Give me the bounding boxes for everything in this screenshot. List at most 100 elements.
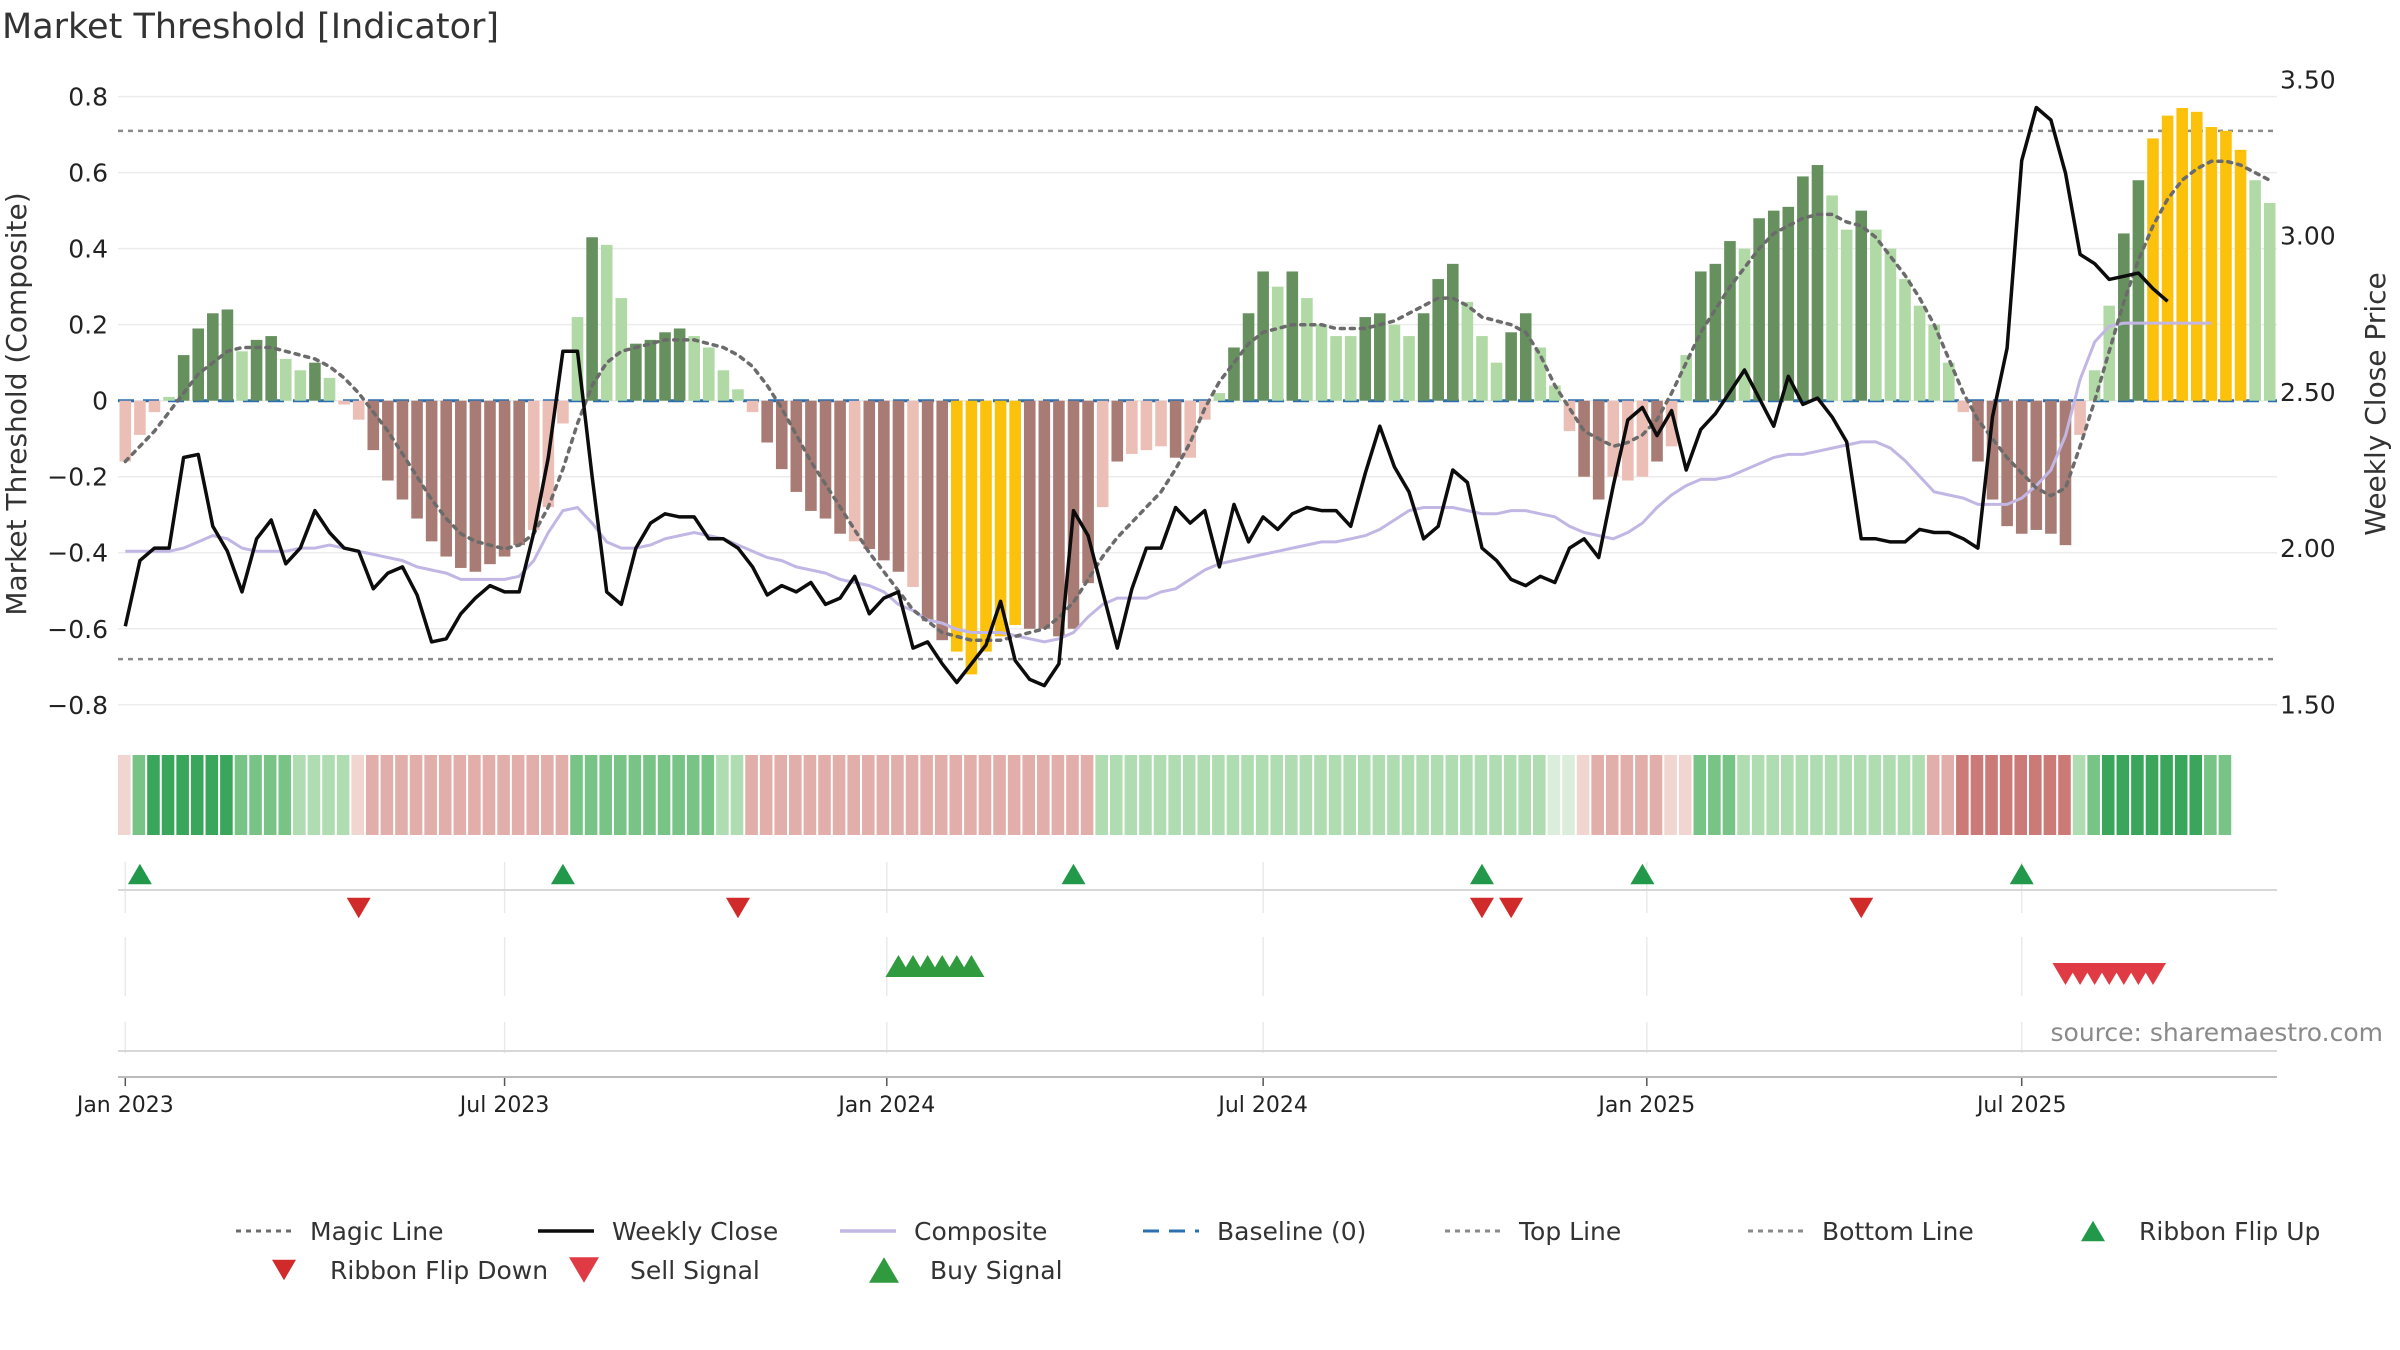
histogram-bar [236,351,248,401]
date-tick-label: Jul 2023 [458,1093,550,1118]
ribbon-segment [1357,755,1371,835]
histogram-bar [2190,111,2203,401]
histogram-bar [2249,180,2261,401]
histogram-bar [469,400,482,572]
histogram-bar [2132,180,2145,401]
ribbon-segment [1401,755,1415,835]
histogram-bar [1913,305,1926,401]
date-tick-label: Jan 2025 [1596,1093,1695,1118]
legend-label-baseline: Baseline (0) [1217,1217,1366,1246]
ribbon-segment [701,755,715,835]
histogram-bar [1461,301,1474,401]
source-note: source: sharemaestro.com [2051,1018,2384,1047]
ribbon-segment [1299,755,1313,835]
legend-swatch-flip-up [2081,1220,2105,1242]
ribbon-segment [1576,755,1590,835]
composite-line [125,321,2212,644]
histogram-bar [1928,324,1940,401]
ribbon-segment [920,755,933,835]
histogram-bar [1082,400,1094,584]
ribbon-segment [555,755,569,835]
histogram-bar [1476,336,1488,401]
histogram-bar [1870,229,1882,401]
histogram-bar [1592,400,1605,500]
histogram-bar [484,400,496,565]
ribbon-segment [438,755,452,835]
ribbon-segment [964,755,977,835]
ribbon-segment [497,755,510,835]
ribbon-segment [1430,755,1444,835]
histogram-bar [1388,324,1401,401]
ribbon-segment [147,755,160,835]
histogram-bar [1023,400,1036,629]
histogram-bar [863,400,876,549]
histogram-bar [1344,336,1357,401]
ribbon-segment [365,755,379,835]
ribbon-flip-down-marker [725,897,750,919]
ribbon-segment [2189,755,2203,835]
ribbon-segment [1153,755,1167,835]
histogram-bar [2205,127,2218,401]
histogram-bar [1301,298,1313,401]
legend-label-flip-up: Ribbon Flip Up [2139,1217,2320,1246]
histogram-bar [1213,393,1226,401]
ribbon-segment [1722,755,1736,835]
ribbon-segment [336,755,350,835]
ribbon-segment [1649,755,1663,835]
ribbon-segment [2058,755,2071,835]
histogram-bar [513,400,525,546]
histogram-bar [1140,400,1153,451]
histogram-bar [1403,336,1415,401]
y2-tick-label: 2.00 [2280,534,2336,563]
histogram-bar [892,400,905,572]
date-tick-label: Jan 2023 [75,1093,174,1118]
ribbon-segment [1839,755,1852,835]
ribbon-segment [949,755,963,835]
histogram-bar [527,400,540,530]
histogram-bar [1855,210,1868,401]
histogram-bar [1738,248,1751,401]
legend-label-top: Top Line [1518,1217,1621,1246]
histogram-bar [2234,149,2247,401]
histogram-bar [455,400,467,568]
histogram-bar [1767,210,1780,401]
ribbon-segment [1620,755,1634,835]
ribbon-segment [686,755,700,835]
histogram-bar [1184,400,1196,458]
ribbon-segment [1708,755,1721,835]
histogram-bar [703,347,715,401]
ribbon-segment [657,755,671,835]
ribbon-segment [307,755,321,835]
histogram-bar [1359,317,1372,401]
ribbon-segment [2014,755,2028,835]
histogram-bar [440,400,453,557]
ribbon-segment [1037,755,1050,835]
ribbon-segment [803,755,817,835]
histogram-bar [1665,400,1678,447]
ribbon-segment [672,755,685,835]
histogram-bar [1578,400,1590,477]
magic-line [123,159,2272,642]
ribbon-segment [2101,755,2115,835]
ribbon-segment [1285,755,1298,835]
ribbon-segment [1518,755,1532,835]
ribbon-segment [205,755,219,835]
ribbon-segment [789,755,802,835]
y-tick-label: 0 [92,387,108,416]
ribbon-segment [1489,755,1502,835]
ribbon-flip-down-marker [1849,897,1874,919]
axes: 0.8 0.6 0.4 0.2 0 −0.2 −0.4 −0.6 −0.8 3.50 3.00 2.5… [47,65,2335,719]
histogram-bar [1797,176,1809,401]
histogram-bar [732,389,744,401]
histogram-bar [1549,385,1561,401]
series-lines [123,105,2272,688]
histogram-bar [1826,195,1838,401]
ribbon-segment [978,755,992,835]
histogram-bar [396,400,409,500]
ribbon-segment [2029,755,2042,835]
histogram-bar [1242,313,1255,401]
histogram-bar [907,400,919,587]
histogram-bar [221,309,234,401]
ribbon-segment [2174,755,2188,835]
ribbon-segment [2072,755,2086,835]
